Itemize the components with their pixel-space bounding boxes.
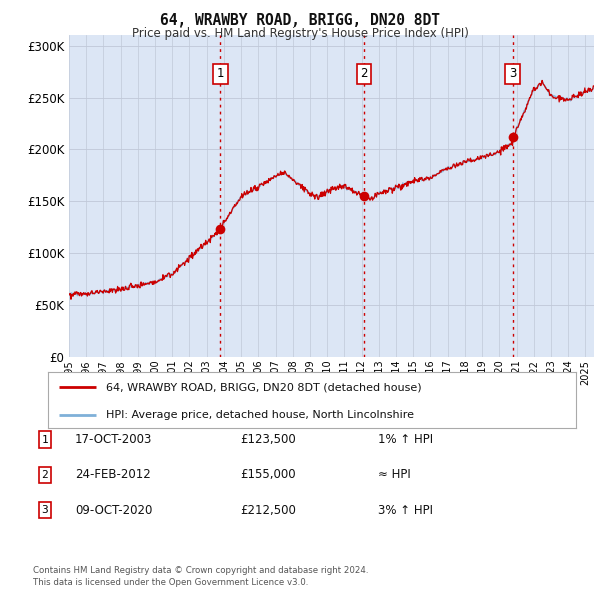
- Text: 2: 2: [41, 470, 49, 480]
- Text: 1% ↑ HPI: 1% ↑ HPI: [378, 433, 433, 446]
- Text: 09-OCT-2020: 09-OCT-2020: [75, 504, 152, 517]
- Text: 64, WRAWBY ROAD, BRIGG, DN20 8DT: 64, WRAWBY ROAD, BRIGG, DN20 8DT: [160, 13, 440, 28]
- Text: 3: 3: [41, 506, 49, 515]
- Text: 17-OCT-2003: 17-OCT-2003: [75, 433, 152, 446]
- Text: 3: 3: [509, 67, 516, 80]
- Text: 1: 1: [41, 435, 49, 444]
- Text: HPI: Average price, detached house, North Lincolnshire: HPI: Average price, detached house, Nort…: [106, 411, 414, 421]
- Text: £155,000: £155,000: [240, 468, 296, 481]
- Text: ≈ HPI: ≈ HPI: [378, 468, 411, 481]
- Text: 2: 2: [360, 67, 368, 80]
- Text: Price paid vs. HM Land Registry's House Price Index (HPI): Price paid vs. HM Land Registry's House …: [131, 27, 469, 40]
- Text: 3% ↑ HPI: 3% ↑ HPI: [378, 504, 433, 517]
- Text: 1: 1: [217, 67, 224, 80]
- Text: 64, WRAWBY ROAD, BRIGG, DN20 8DT (detached house): 64, WRAWBY ROAD, BRIGG, DN20 8DT (detach…: [106, 382, 422, 392]
- Text: £212,500: £212,500: [240, 504, 296, 517]
- Text: Contains HM Land Registry data © Crown copyright and database right 2024.
This d: Contains HM Land Registry data © Crown c…: [33, 566, 368, 587]
- Text: £123,500: £123,500: [240, 433, 296, 446]
- Text: 24-FEB-2012: 24-FEB-2012: [75, 468, 151, 481]
